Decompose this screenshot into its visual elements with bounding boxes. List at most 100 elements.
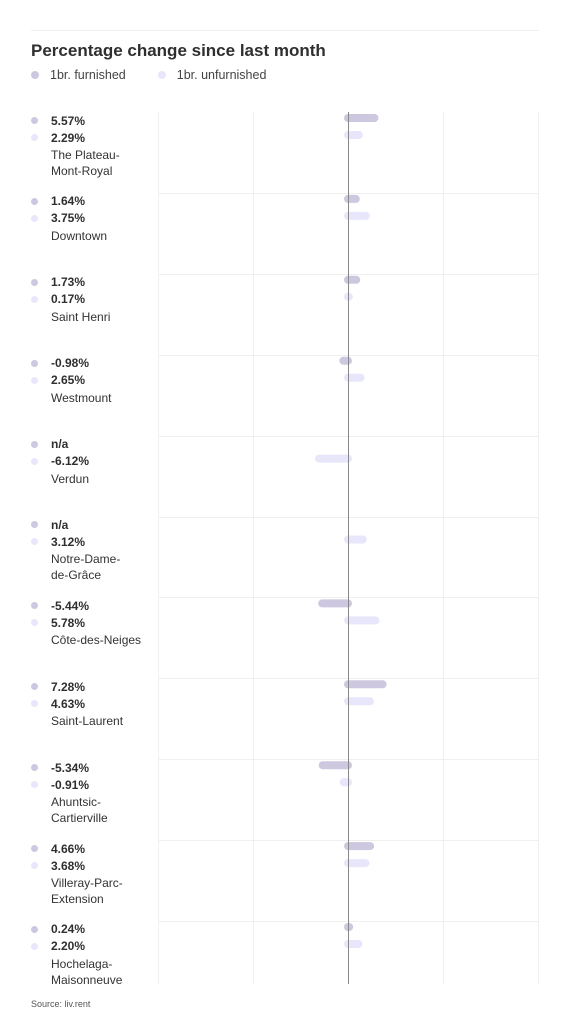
value-unfurnished: 3.68% xyxy=(31,857,159,874)
bar-furnished xyxy=(318,761,352,770)
value-furnished: 5.57% xyxy=(31,112,159,129)
neighbourhood-label-line: Maisonneuve xyxy=(51,972,123,987)
bar-plot xyxy=(158,112,539,984)
row-labels: 5.57% 2.29% The Plateau- Mont-Royal 1.64% 3.7… xyxy=(31,112,159,1002)
bar-unfurnished xyxy=(344,697,374,706)
value-label: 1.73% xyxy=(51,275,86,290)
neighbourhood-label: Notre-Dame-de-Grâce xyxy=(51,551,159,583)
series-dot xyxy=(31,440,38,448)
neighbourhood-label-line: Verdun xyxy=(51,471,90,486)
bar-unfurnished xyxy=(344,535,367,544)
row-label-group: 4.66% 3.68% Villeray-Parc- Extension xyxy=(31,840,159,921)
bar-furnished xyxy=(344,842,375,851)
source-note: Source: liv.rent xyxy=(31,999,91,1009)
row-label-group: 0.24% 2.20% Hochelaga- Maisonneuve xyxy=(31,921,159,1002)
neighbourhood-label: The Plateau- Mont-Royal xyxy=(51,147,159,179)
neighbourhood-label-line: Downtown xyxy=(51,228,108,243)
series-dot xyxy=(31,197,38,205)
series-dot xyxy=(31,942,38,950)
series-dot xyxy=(31,134,38,141)
row-label-group: 7.28% 4.63% Saint-Laurent xyxy=(31,678,159,759)
series-dot xyxy=(31,295,38,303)
series-dot xyxy=(31,214,38,222)
value-unfurnished: 2.29% xyxy=(31,129,159,146)
bar-unfurnished xyxy=(314,454,352,463)
neighbourhood-label-line: Hochelaga- xyxy=(51,956,113,971)
bar-unfurnished xyxy=(344,859,370,868)
value-furnished: -5.34% xyxy=(31,759,159,776)
row-label-group: -5.44% 5.78% Côte-des-Neiges xyxy=(31,597,159,678)
row-label-group: -5.34% -0.91% Ahuntsic- Cartierville xyxy=(31,759,159,840)
bar-unfurnished xyxy=(344,940,363,948)
value-furnished: n/a xyxy=(31,516,159,533)
value-label: 2.65% xyxy=(51,373,86,388)
series-dot xyxy=(31,521,38,529)
neighbourhood-label: Villeray-Parc- Extension xyxy=(51,875,159,907)
neighbourhood-label-line: Westmount xyxy=(51,390,112,405)
neighbourhood-label-line: Notre-Dame- xyxy=(51,552,121,567)
bar-furnished xyxy=(344,194,360,203)
series-dot xyxy=(31,764,38,772)
value-label: -6.12% xyxy=(51,454,90,469)
value-label: -5.44% xyxy=(51,598,90,613)
legend-item-unfurnished: 1br. unfurnished xyxy=(157,68,266,82)
row-label-group: 1.73% 0.17% Saint Henri xyxy=(31,274,159,355)
bar-furnished xyxy=(344,275,361,284)
legend-dot-furnished xyxy=(31,71,39,79)
series-dot xyxy=(31,925,38,933)
value-label: 2.20% xyxy=(51,939,86,954)
series-dot xyxy=(31,359,38,367)
value-label: 7.28% xyxy=(51,679,86,694)
series-dot xyxy=(31,862,38,870)
value-furnished: 0.24% xyxy=(31,921,159,938)
series-dot xyxy=(31,700,38,708)
bar-unfurnished xyxy=(344,616,380,625)
series-dot xyxy=(31,117,38,124)
series-dot xyxy=(31,278,38,286)
bar-unfurnished xyxy=(339,778,352,787)
value-furnished: n/a xyxy=(31,436,159,453)
value-unfurnished: 0.17% xyxy=(31,291,159,308)
legend-label-furnished: 1br. furnished xyxy=(50,68,126,82)
neighbourhood-label-line: Ahuntsic- xyxy=(51,795,102,810)
series-dot xyxy=(31,602,38,610)
value-label: n/a xyxy=(51,437,69,452)
value-label: 4.63% xyxy=(51,696,86,711)
value-label: 3.68% xyxy=(51,858,86,873)
neighbourhood-label-line: Mont-Royal xyxy=(51,164,113,178)
series-dot xyxy=(31,538,38,546)
bar-furnished xyxy=(339,356,352,365)
value-label: 3.75% xyxy=(51,211,86,226)
row-label-group: -0.98% 2.65% Westmount xyxy=(31,355,159,436)
value-unfurnished: 4.63% xyxy=(31,695,159,712)
series-dot xyxy=(31,457,38,465)
neighbourhood-label-line: Extension xyxy=(51,892,104,907)
legend: 1br. furnished 1br. unfurnished xyxy=(31,68,298,82)
neighbourhood-label-line: Côte-des-Neiges xyxy=(51,633,142,648)
value-furnished: -0.98% xyxy=(31,355,159,372)
series-dot xyxy=(31,683,38,691)
neighbourhood-label-line: The Plateau- xyxy=(51,148,120,162)
neighbourhood-label: Saint-Laurent xyxy=(51,713,159,729)
legend-item-furnished: 1br. furnished xyxy=(31,68,126,82)
bar-unfurnished xyxy=(344,211,370,220)
row-label-group: 1.64% 3.75% Downtown xyxy=(31,193,159,274)
neighbourhood-label: Ahuntsic- Cartierville xyxy=(51,794,159,826)
value-label: 5.57% xyxy=(51,113,86,128)
value-unfurnished: -6.12% xyxy=(31,453,159,470)
neighbourhood-label-line: Villeray-Parc- xyxy=(51,876,123,891)
series-dot xyxy=(31,781,38,789)
value-label: 4.66% xyxy=(51,841,86,856)
value-label: 3.12% xyxy=(51,534,86,549)
value-furnished: 4.66% xyxy=(31,840,159,857)
value-label: -5.34% xyxy=(51,760,90,775)
value-label: 5.78% xyxy=(51,615,86,630)
neighbourhood-label: Downtown xyxy=(51,228,159,244)
value-furnished: 1.73% xyxy=(31,274,159,291)
row-label-group: n/a -6.12% Verdun xyxy=(31,436,159,517)
value-unfurnished: 5.78% xyxy=(31,614,159,631)
series-dot xyxy=(31,619,38,627)
legend-dot-unfurnished xyxy=(157,71,166,79)
neighbourhood-label: Côte-des-Neiges xyxy=(51,632,159,648)
bar-unfurnished xyxy=(344,131,363,139)
